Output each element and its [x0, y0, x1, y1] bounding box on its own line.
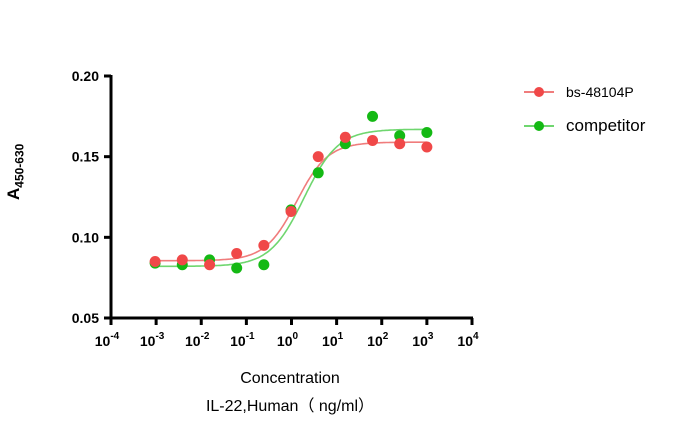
data-point-bs-48104P [204, 259, 216, 271]
data-point-competitor [367, 110, 379, 122]
legend-marker-icon [524, 121, 554, 131]
x-axis-unit-label: IL-22,Human（ ng/ml） [205, 398, 375, 415]
x-tick-label: 10-3 [140, 331, 165, 349]
legend-item-competitor: competitor [524, 116, 645, 136]
legend-item-bs-48104P: bs-48104P [524, 84, 634, 100]
y-axis-label: A450-630 [4, 143, 27, 200]
y-tick-label: 0.05 [72, 310, 99, 326]
data-point-bs-48104P [149, 256, 161, 268]
data-point-competitor [312, 167, 324, 179]
x-tick-label: 101 [322, 331, 344, 349]
legend-marker-icon [524, 87, 554, 97]
data-point-bs-48104P [367, 135, 379, 147]
y-tick-label: 0.20 [72, 68, 99, 84]
x-tick-label: 103 [412, 331, 434, 349]
data-point-competitor [231, 262, 243, 274]
data-point-competitor [421, 126, 433, 138]
x-axis-label: Concentration [240, 370, 340, 387]
data-point-bs-48104P [285, 206, 297, 218]
x-tick-label: 100 [277, 331, 299, 349]
x-tick-label: 10-1 [230, 331, 255, 349]
x-tick-label: 10-4 [95, 331, 120, 349]
x-tick-label: 102 [367, 331, 389, 349]
x-tick-label: 104 [457, 331, 479, 349]
data-point-competitor [394, 130, 406, 142]
fit-curve-bs-48104P [155, 141, 427, 262]
fit-curve-competitor [155, 128, 427, 268]
data-point-bs-48104P [394, 138, 406, 150]
data-point-bs-48104P [339, 131, 351, 143]
data-point-bs-48104P [258, 239, 270, 251]
data-point-bs-48104P [421, 141, 433, 153]
y-tick-label: 0.10 [72, 229, 99, 245]
data-point-competitor [258, 259, 270, 271]
legend-label: bs-48104P [566, 84, 634, 100]
y-tick-label: 0.15 [72, 149, 99, 165]
x-tick-label: 10-2 [185, 331, 210, 349]
legend-label: competitor [566, 116, 646, 135]
data-point-bs-48104P [312, 151, 324, 163]
data-point-bs-48104P [176, 254, 188, 266]
data-point-bs-48104P [231, 247, 243, 259]
